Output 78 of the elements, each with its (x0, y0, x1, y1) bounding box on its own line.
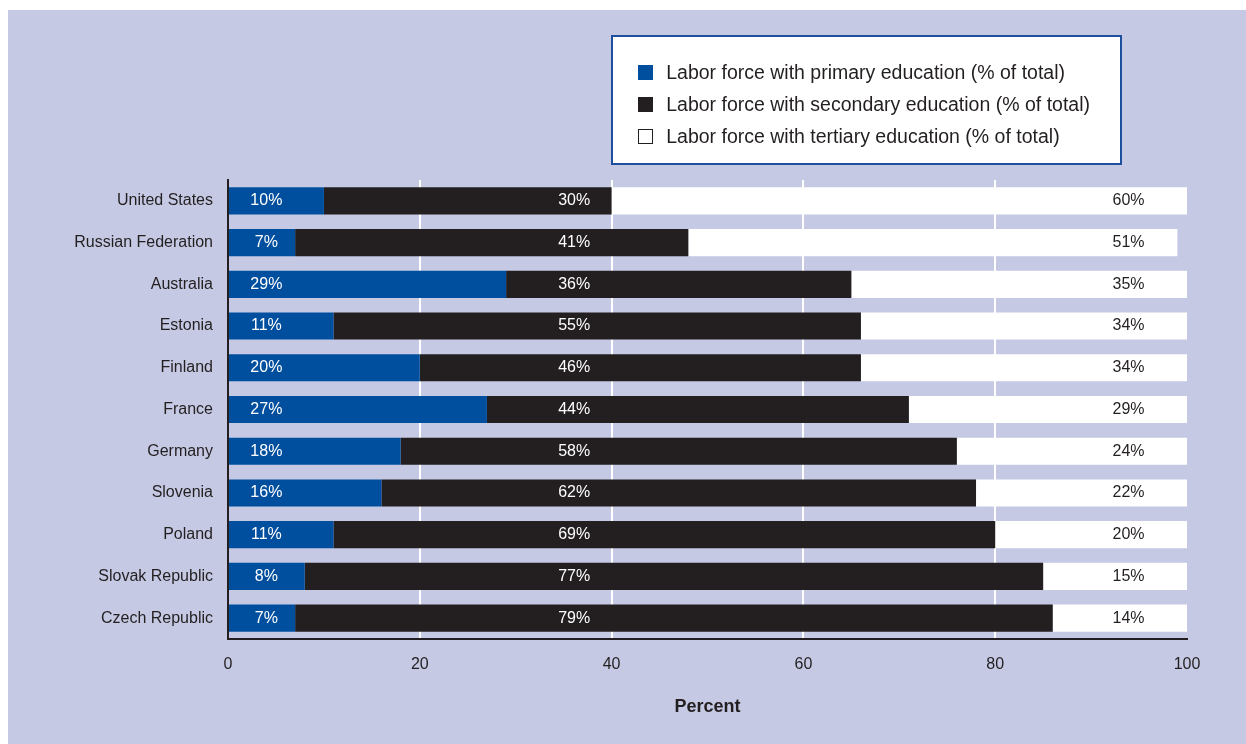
legend-label: Labor force with tertiary education (% of total) (666, 124, 1060, 148)
bar (295, 604, 1053, 632)
data-label: 20% (1112, 525, 1145, 543)
y-tick-label: Poland (163, 525, 213, 543)
x-axis-title: Percent (674, 696, 741, 717)
bar (295, 229, 689, 257)
data-label: 34% (1112, 316, 1145, 334)
data-label: 14% (1112, 608, 1145, 626)
bar (381, 479, 977, 507)
data-label: 20% (250, 358, 283, 376)
x-tick-label: 20 (410, 655, 429, 673)
data-label: 11% (250, 316, 282, 334)
y-tick-label: Slovak Republic (98, 566, 213, 584)
data-label: 69% (558, 525, 591, 543)
bar (229, 479, 382, 507)
data-label: 46% (558, 358, 591, 376)
y-tick-label: Russian Federation (74, 233, 213, 250)
data-label: 41% (558, 233, 591, 250)
data-label: 10% (250, 191, 283, 209)
bar (333, 521, 996, 549)
y-tick-label: Germany (147, 441, 213, 459)
bar (304, 562, 1044, 590)
bar (229, 562, 305, 590)
bar (229, 521, 334, 549)
bar (333, 312, 861, 340)
data-label: 18% (250, 441, 283, 459)
data-label: 29% (250, 274, 283, 292)
data-label: 7% (254, 608, 278, 626)
y-tick-label: Finland (160, 358, 213, 376)
data-label: 44% (558, 399, 591, 417)
x-tick-label: 40 (602, 655, 621, 673)
y-tick-label: United States (116, 191, 213, 209)
bar (486, 395, 909, 424)
bar (1043, 562, 1187, 590)
data-label: 60% (1112, 191, 1145, 209)
data-label: 15% (1112, 566, 1145, 584)
data-label: 30% (558, 191, 591, 209)
y-tick-label: France (163, 399, 214, 417)
data-label: 34% (1112, 358, 1145, 376)
bar (229, 312, 334, 340)
x-tick-label: 60 (794, 655, 813, 673)
data-label: 22% (1112, 483, 1145, 501)
bar (229, 229, 296, 257)
bar (229, 604, 296, 632)
bar (229, 437, 401, 465)
x-tick-label: 100 (1173, 655, 1201, 673)
bar (419, 354, 861, 382)
bar (323, 187, 612, 215)
data-label: 7% (254, 233, 278, 250)
data-label: 11% (250, 525, 282, 543)
bar (229, 354, 420, 382)
bar (506, 270, 852, 298)
data-label: 77% (558, 566, 591, 584)
data-label: 24% (1112, 441, 1145, 459)
data-label: 62% (558, 483, 591, 501)
y-tick-label: Czech Republic (100, 608, 213, 626)
data-label: 36% (558, 274, 591, 292)
legend-label: Labor force with primary education (% of total) (666, 60, 1066, 84)
x-tick-label: 0 (223, 655, 233, 673)
data-label: 16% (250, 483, 283, 501)
bar (400, 437, 957, 465)
data-label: 79% (558, 608, 591, 626)
data-label: 55% (558, 316, 591, 334)
data-label: 58% (558, 441, 591, 459)
y-tick-label: Australia (150, 274, 214, 292)
y-tick-label: Slovenia (151, 483, 214, 501)
bar (229, 395, 487, 424)
data-label: 29% (1112, 399, 1145, 417)
data-label: 8% (254, 566, 278, 584)
x-tick-label: 80 (986, 655, 1005, 673)
data-label: 51% (1112, 233, 1145, 250)
legend-label: Labor force with secondary education (% of total) (666, 92, 1090, 116)
bar (229, 187, 324, 215)
y-tick-label: Estonia (159, 316, 214, 334)
data-label: 27% (250, 399, 283, 417)
data-label: 35% (1112, 274, 1145, 292)
bar (1052, 604, 1187, 632)
bar (229, 270, 507, 298)
